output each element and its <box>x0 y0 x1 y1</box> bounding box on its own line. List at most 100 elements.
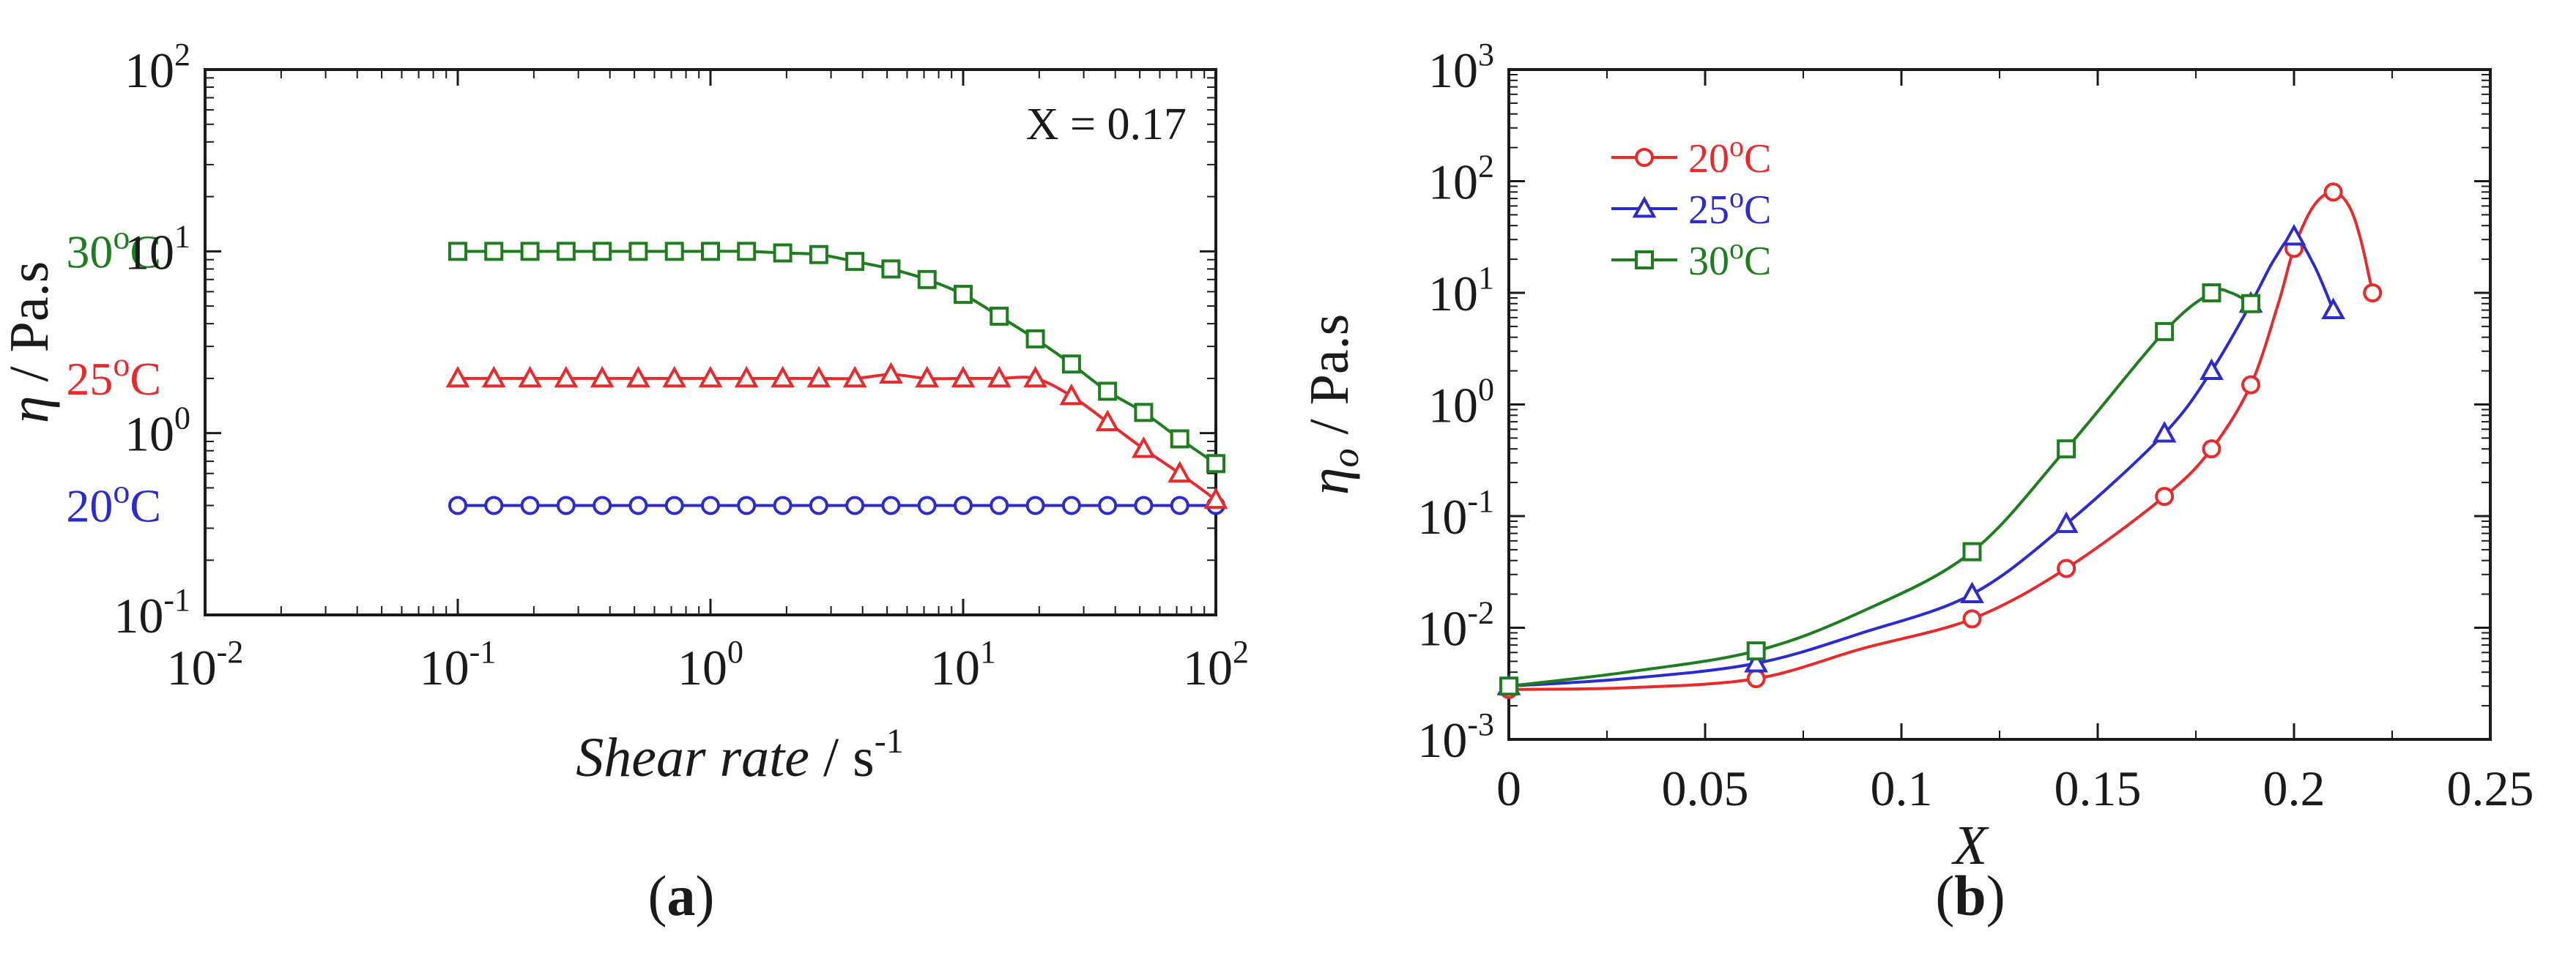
panel-a-series-25-point <box>1023 365 1047 388</box>
panel-a-label-letter: a <box>667 864 696 928</box>
panel-a-annotation: X = 0.17 <box>1026 100 1187 149</box>
panel-b-label-open: ( <box>1935 864 1954 928</box>
panel-b-chart: 0 0.05 0.1 0.15 0.2 0.2510-310-210-1100101102… <box>1299 37 2534 928</box>
panel-b-y-tick-label: 10-3 <box>1417 706 1494 768</box>
panel-a-series-30-point <box>593 242 612 261</box>
panel-a-x-tick-label-base: 10 <box>167 640 217 695</box>
panel-b-y-tick-label-base: 10 <box>1428 378 1478 433</box>
panel-b-series-30-point <box>1499 676 1518 696</box>
panel-a-x-tick-label-base: 10 <box>930 640 980 695</box>
panel-a-series-20-point <box>917 496 937 515</box>
panel-a-label-close: ) <box>696 864 715 928</box>
panel-b-y-tick-label-base: 10 <box>1428 42 1478 98</box>
panel-a-series-25-point <box>951 365 976 388</box>
panel-b-x-axis-title: X <box>1951 815 1989 876</box>
panel-b-plot-frame <box>1507 68 2492 741</box>
panel-a-y-tick-label-base: 10 <box>125 406 174 462</box>
panel-a-series-30-point <box>1170 429 1189 449</box>
panel-a-series-20-point <box>701 496 720 515</box>
panel-a-x-axis-title-italic: Shear rate <box>576 727 809 788</box>
panel-a-series-25-point <box>626 365 650 388</box>
panel-b-y-tick-label-base: 10 <box>1428 266 1478 321</box>
panel-a-series-20-point <box>448 496 467 515</box>
panel-b-series-layer <box>1496 182 2383 699</box>
panel-a-series-20-point <box>881 496 901 515</box>
panel-b-ticks <box>1507 68 2492 741</box>
panel-a-series-25-point <box>1059 383 1084 406</box>
panel-a-series-20-point <box>990 496 1009 515</box>
panel-a-x-axis-title: Shear rate / s-1 <box>576 722 903 788</box>
panel-a-series-20-label-unit: C <box>130 480 161 531</box>
panel-b-legend-20-swatch-marker <box>1635 148 1654 167</box>
panel-b-y-axis-symbol: η <box>1299 468 1360 496</box>
panel-a-x-tick-label-exponent: 2 <box>1233 634 1249 670</box>
panel-b-x-tick-label: 0.25 <box>2447 761 2534 816</box>
panel-a-x-tick-label: 101 <box>930 634 996 695</box>
panel-a-series-20-point <box>1098 496 1118 515</box>
panel-a-label: (a) <box>648 864 715 928</box>
panel-a-series-25-point <box>590 365 615 388</box>
panel-b-y-tick-label: 100 <box>1428 372 1494 433</box>
panel-a-series-30-point <box>1134 403 1154 422</box>
panel-a-series-30-point <box>809 245 828 264</box>
panel-a-y-tick-label-exponent: 1 <box>174 218 190 254</box>
panel-a-series-20-point <box>773 496 793 515</box>
panel-b-legend-20-label-degree: o <box>1729 130 1744 163</box>
panel-a-y-tick-label-base: 10 <box>125 224 174 280</box>
panel-b-y-tick-label-exponent: -1 <box>1467 483 1494 519</box>
panel-b-x-tick-label: 0.05 <box>1662 761 1749 816</box>
panel-b-label-close: ) <box>1986 864 2005 928</box>
panel-a-series-30-point <box>664 242 684 261</box>
panel-b-y-tick-label-exponent: 2 <box>1478 149 1494 184</box>
panel-a-series-25-point <box>481 365 506 388</box>
panel-a-series-20-label: 20oC <box>66 472 161 531</box>
panel-a-series-25-label-unit: C <box>130 353 161 405</box>
panel-b-x-tick-label: 0.1 <box>1871 761 1933 816</box>
panel-b-series-30-point <box>1746 641 1766 661</box>
panel-b-series-30-point <box>2057 439 2076 459</box>
panel-a-series-25-point <box>662 365 687 388</box>
panel-a-series-20-point <box>954 496 973 515</box>
panel-b-y-tick-label-base: 10 <box>1417 489 1467 545</box>
panel-b-legend-30-label-unit: C <box>1744 239 1771 284</box>
panel-a-series-25-point <box>698 365 723 388</box>
panel-a-x-tick-label-exponent: 1 <box>980 634 996 670</box>
panel-b-series-25-point <box>2200 358 2224 380</box>
panel-a-series-25-point <box>1095 409 1120 431</box>
panel-a-x-tick-label-base: 10 <box>678 640 727 695</box>
panel-a-x-tick-label-base: 10 <box>420 640 469 695</box>
panel-b-label-letter: b <box>1954 864 1986 928</box>
panel-a-series-30-label-value: 30 <box>66 225 113 277</box>
panel-a-series-20-label-degree: o <box>113 472 130 510</box>
panel-b-series-25-point <box>2152 420 2177 443</box>
panel-b-series-25-point <box>1744 650 1769 673</box>
panel-a-y-tick-label: 102 <box>125 37 190 98</box>
panel-a-series-30-point <box>917 269 937 289</box>
panel-a-x-tick-label: 10-2 <box>167 634 244 695</box>
panel-b-legend-20-label-unit: C <box>1744 136 1771 182</box>
panel-a-series-30-line <box>458 250 1217 465</box>
panel-b-y-tick-label-exponent: -2 <box>1467 595 1494 631</box>
panel-b-legend-30-label-degree: o <box>1729 232 1744 265</box>
panel-a-y-axis-title: η / Pa.s <box>0 261 60 423</box>
panel-a-y-tick-label: 101 <box>125 218 190 280</box>
panel-a-x-tick-label: 100 <box>678 634 743 695</box>
panel-b-tick-labels: 0 0.05 0.1 0.15 0.2 0.2510-310-210-1100101102… <box>1417 37 2534 816</box>
panel-a-series-25-point <box>734 365 759 388</box>
panel-a-series-20-point <box>664 496 684 515</box>
panel-b-series-20-point <box>2202 439 2221 459</box>
panel-b-label: (b) <box>1935 864 2005 928</box>
panel-b-legend-20-label-value: 20 <box>1688 136 1729 182</box>
panel-a-series-30-point <box>448 242 467 261</box>
panel-b-y-tick-label-exponent: 0 <box>1478 372 1494 408</box>
panel-b-series-20-point <box>2155 487 2175 507</box>
panel-b-legend-30-label-value: 30 <box>1688 239 1729 284</box>
panel-a-series-30-point <box>881 259 901 279</box>
panel-b-legend-25-label-unit: C <box>1744 187 1771 233</box>
panel-b-series-30-point <box>1962 542 1982 561</box>
panel-a-x-tick-label: 10-1 <box>420 634 497 695</box>
panel-a-series-20-point <box>1170 496 1189 515</box>
panel-b-y-axis-title-unit: / Pa.s <box>1299 314 1360 449</box>
